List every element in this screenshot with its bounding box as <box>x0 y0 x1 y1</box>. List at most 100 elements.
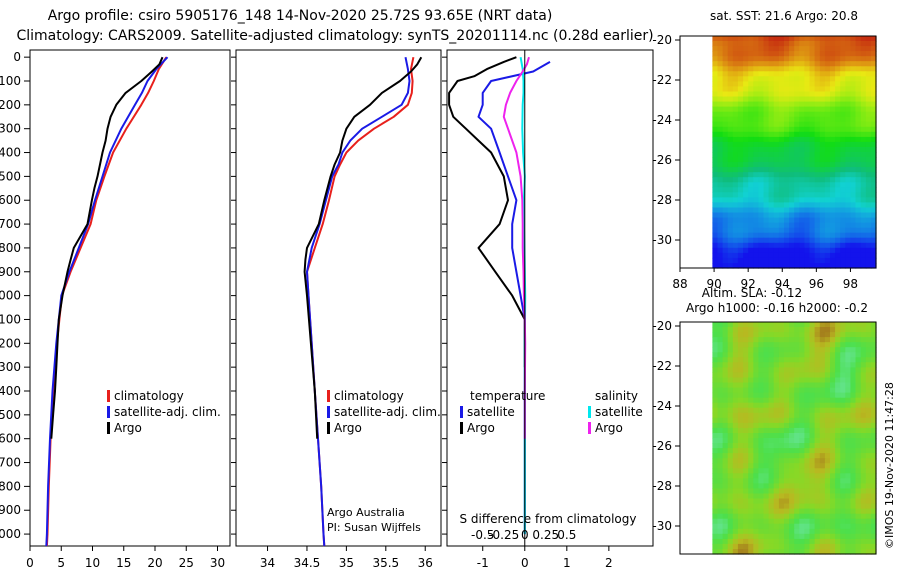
sla-cell <box>799 458 805 464</box>
sst-cell <box>830 167 836 173</box>
sla-cell <box>737 337 744 343</box>
sst-cell <box>743 51 749 57</box>
sla-cell <box>732 448 739 454</box>
sla-cell <box>712 528 719 535</box>
sla-cell <box>855 483 862 489</box>
sla-cell <box>732 493 739 500</box>
sla-cell <box>850 463 857 469</box>
sla-cell <box>789 458 795 464</box>
sla-cell <box>722 347 729 353</box>
sst-cell <box>743 227 749 234</box>
sla-cell <box>773 523 780 530</box>
sst-cell <box>722 157 729 163</box>
sst-cell <box>732 162 739 168</box>
sst-cell <box>763 152 770 158</box>
sla-cell <box>773 367 780 373</box>
sst-cell <box>717 106 724 113</box>
sst-cell <box>732 227 739 234</box>
sst-cell <box>794 96 800 103</box>
sla-cell <box>840 538 846 545</box>
sla-cell <box>712 422 719 429</box>
sla-cell <box>809 443 816 449</box>
sst-cell <box>860 263 867 269</box>
sla-cell <box>819 438 826 444</box>
sla-cell <box>845 549 851 555</box>
sla-cell <box>789 332 795 338</box>
sst-cell <box>835 51 841 57</box>
sst-cell <box>737 106 744 113</box>
sla-cell <box>845 327 851 333</box>
sla-cell <box>784 433 790 439</box>
sst-cell <box>712 227 719 234</box>
sst-cell <box>855 192 862 198</box>
sla-cell <box>763 337 770 343</box>
sst-cell <box>845 56 851 62</box>
sla-cell <box>717 523 724 530</box>
sla-cell <box>722 392 729 399</box>
sst-cell <box>717 147 724 153</box>
sst-cell <box>870 111 877 118</box>
sla-cell <box>773 453 780 459</box>
sla-cell <box>865 498 872 505</box>
sla-cell <box>860 367 867 373</box>
sla-map-title-1: Altim. SLA: -0.12 <box>702 286 802 300</box>
sst-cell <box>819 162 826 168</box>
sla-cell <box>840 422 846 429</box>
sst-cell <box>830 51 836 57</box>
sla-cell <box>824 488 831 494</box>
sst-cell <box>784 217 790 224</box>
temp-legend-climatology: climatology <box>114 389 184 403</box>
sst-cell <box>804 81 811 87</box>
sst-cell <box>737 187 744 193</box>
sla-cell <box>737 468 744 474</box>
sla-cell <box>794 453 800 459</box>
sla-cell <box>860 382 867 389</box>
sla-cell <box>809 377 816 384</box>
sst-cell <box>789 96 795 103</box>
sst-cell <box>789 41 795 47</box>
sst-cell <box>814 263 821 269</box>
sst-cell <box>753 263 759 269</box>
sst-cell <box>717 96 724 103</box>
sla-cell <box>763 483 770 489</box>
sla-cell <box>753 538 759 545</box>
sst-cell <box>712 182 719 188</box>
sst-cell <box>717 126 724 133</box>
sla-cell <box>763 488 770 494</box>
sst-cell <box>865 81 872 87</box>
sst-cell <box>778 187 785 193</box>
sst-cell <box>789 126 795 133</box>
sst-cell <box>850 192 857 198</box>
sla-cell <box>778 533 785 540</box>
sst-cell <box>855 126 862 133</box>
sst-cell <box>784 157 790 163</box>
sst-cell <box>732 56 739 62</box>
sst-cell <box>855 116 862 123</box>
sst-cell <box>732 76 739 82</box>
sla-cell <box>824 478 831 484</box>
sst-cell <box>799 76 805 82</box>
sst-cell <box>712 101 719 108</box>
sla-cell <box>743 448 749 454</box>
sst-cell <box>758 242 765 249</box>
sst-cell <box>789 252 795 259</box>
sla-cell <box>870 342 877 348</box>
sst-cell <box>814 66 821 72</box>
sla-cell <box>712 407 719 414</box>
sst-cell <box>799 121 805 128</box>
sst-cell <box>824 192 831 198</box>
sst-cell <box>830 111 836 118</box>
sla-cell <box>743 397 749 404</box>
sst-cell <box>753 157 759 163</box>
sla-cell <box>717 342 724 348</box>
imos-stamp: ©IMOS 19-Nov-2020 11:47:28 <box>883 382 896 549</box>
sla-cell <box>732 412 739 419</box>
sla-cell <box>758 332 765 338</box>
sst-cell <box>748 227 754 234</box>
sst-cell <box>870 182 877 188</box>
sla-cell <box>794 503 800 510</box>
sla-cell <box>855 478 862 484</box>
sst-cell <box>824 91 831 98</box>
sst-cell <box>773 147 780 153</box>
sst-cell <box>743 71 749 77</box>
